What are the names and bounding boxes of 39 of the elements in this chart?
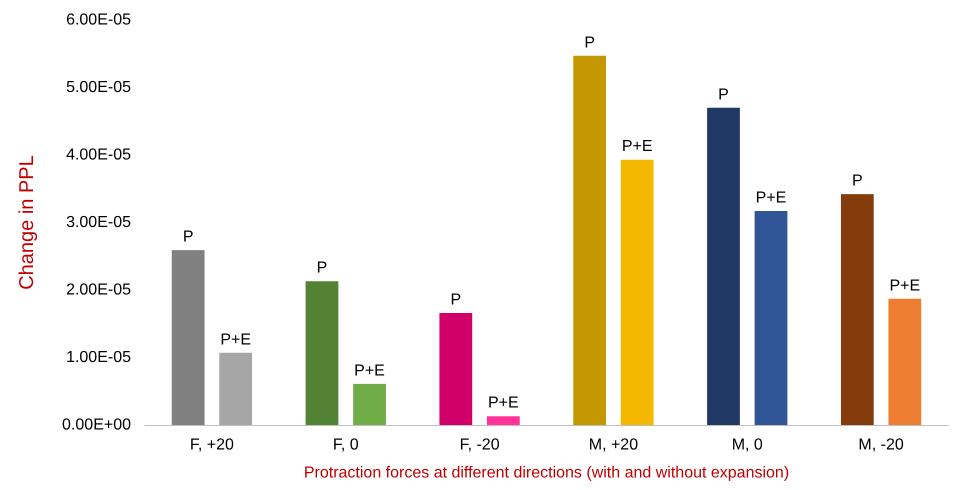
text: P bbox=[450, 291, 462, 308]
bar bbox=[573, 56, 606, 425]
y-tick-label: 2.00E-05 bbox=[66, 282, 132, 298]
y-tick-label: 3.00E-05 bbox=[66, 214, 132, 231]
bar bbox=[707, 108, 740, 425]
y-tick-label: 1.00E-05 bbox=[66, 349, 132, 366]
text: P+E bbox=[756, 190, 786, 207]
bar bbox=[219, 352, 252, 425]
x-tick-label: M, -20 bbox=[858, 436, 904, 454]
text: P+E bbox=[354, 362, 385, 380]
bar bbox=[439, 312, 472, 425]
x-tick-label: F, -20 bbox=[460, 436, 500, 454]
bar bbox=[306, 281, 338, 425]
x-tick-label: M, +20 bbox=[588, 436, 638, 454]
y-axis-title: Change in PPL bbox=[16, 155, 38, 290]
bar bbox=[353, 384, 386, 425]
series-label: P+E bbox=[220, 331, 252, 348]
text: P+E bbox=[488, 394, 519, 412]
x-tick-label: F, +20 bbox=[190, 436, 234, 454]
series-label: P bbox=[182, 228, 194, 246]
x-tick-label: M, 0 bbox=[732, 436, 763, 454]
bar bbox=[888, 298, 922, 425]
bar bbox=[840, 194, 874, 425]
text: P bbox=[584, 34, 595, 52]
x-axis-title: Protraction forces at different directions (with and without expansion) bbox=[304, 464, 790, 482]
y-tick-label: 0.00E+00 bbox=[62, 416, 132, 434]
text: P+E bbox=[890, 277, 920, 294]
text: P bbox=[316, 260, 328, 277]
text: P bbox=[852, 172, 863, 190]
bar bbox=[620, 160, 654, 425]
text: P bbox=[718, 86, 729, 104]
y-tick-label: 5.00E-05 bbox=[66, 79, 132, 96]
text: P+E bbox=[622, 138, 653, 156]
bar bbox=[172, 250, 205, 425]
bar bbox=[486, 416, 520, 425]
x-tick-label: F, 0 bbox=[332, 436, 359, 454]
y-tick-label: 4.00E-05 bbox=[66, 146, 132, 164]
bar bbox=[754, 211, 788, 425]
y-tick-label: 6.00E-05 bbox=[66, 12, 132, 28]
